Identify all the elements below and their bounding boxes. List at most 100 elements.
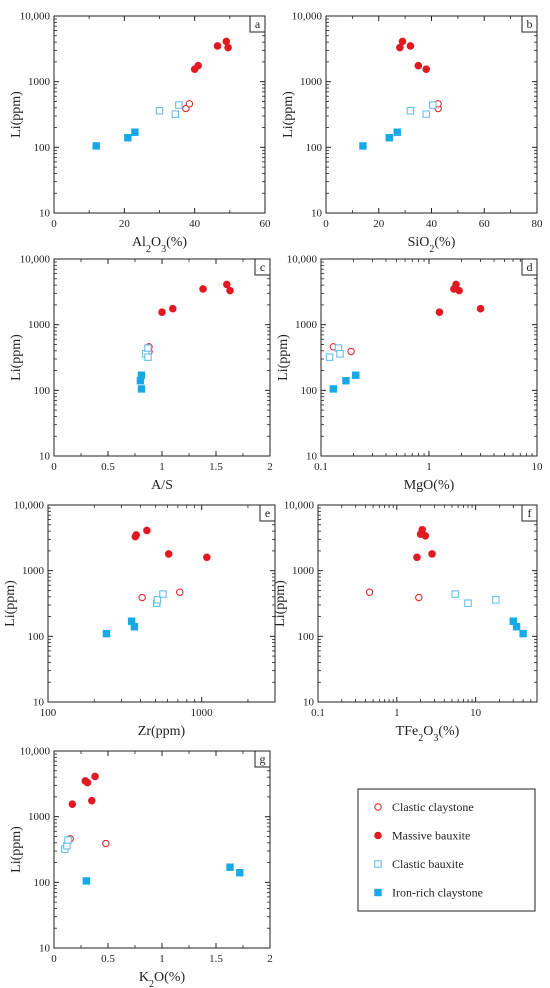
legend-label: Massive bauxite — [392, 829, 470, 843]
panel-label: a — [255, 17, 261, 31]
data-point-massive — [452, 280, 460, 289]
plot-frame — [47, 504, 276, 703]
y-tick-label: 100 — [28, 631, 45, 643]
data-point-clastic-claystone — [176, 588, 184, 596]
x-tick-label: 0 — [51, 461, 57, 473]
y-tick-label: 10 — [303, 697, 315, 709]
y-tick-label: 1000 — [295, 319, 318, 331]
x-tick-label: 10 — [470, 707, 482, 719]
x-tick-label: 2 — [267, 461, 273, 473]
data-point-iron-rich — [393, 128, 401, 136]
y-tick-label: 1000 — [22, 565, 45, 577]
y-tick-label: 10,000 — [20, 746, 51, 758]
x-tick-label: 1 — [426, 461, 432, 473]
x-tick-label: 0.5 — [101, 461, 115, 473]
panel-label: c — [260, 260, 265, 274]
legend-marker-iron-rich — [374, 888, 382, 897]
y-tick-label: 1000 — [28, 76, 51, 88]
x-axis-label: TFe2O3(%) — [396, 724, 460, 744]
x-tick-label: 1.5 — [209, 461, 223, 473]
data-point-iron-rich — [124, 134, 132, 142]
x-tick-label: 0.1 — [314, 461, 328, 473]
x-tick-label: 0 — [51, 953, 57, 965]
legend-box — [357, 788, 536, 912]
data-point-massive — [91, 772, 99, 781]
data-point-clastic-bauxite — [175, 101, 183, 109]
data-point-iron-rich — [352, 371, 360, 379]
data-point-massive — [199, 285, 207, 293]
panel-label-box — [254, 750, 271, 768]
data-point-massive — [132, 531, 141, 539]
panel-label: d — [527, 260, 533, 274]
y-tick-label: 100 — [306, 142, 323, 154]
data-point-massive — [413, 553, 421, 562]
data-point-clastic-bauxite — [159, 590, 167, 598]
y-axis-label: Li(ppm) — [276, 334, 291, 381]
panel-label-box — [259, 504, 276, 522]
data-point-clastic-claystone — [347, 347, 355, 356]
panel-label-box — [521, 15, 538, 33]
data-point-massive — [435, 308, 444, 316]
x-tick-label: 20 — [373, 218, 385, 230]
scatter-panel-f: 10 100 1000 10,000 0.1 1 10 f TFe2O3(%) Li(ppm) — [273, 500, 538, 744]
legend-label: Clastic claystone — [392, 800, 474, 814]
panel-label-box — [249, 15, 266, 33]
scatter-panel-c: 10 100 1000 10,000 0 0.5 1 1.5 2 c A/S Li(ppm) — [9, 254, 273, 494]
data-point-clastic-bauxite — [155, 107, 164, 115]
data-point-clastic-bauxite — [429, 101, 437, 109]
x-tick-label: 20 — [119, 218, 131, 230]
data-point-massive — [414, 61, 423, 70]
data-point-iron-rich — [102, 629, 111, 638]
x-tick-label: 0 — [323, 218, 329, 230]
data-point-iron-rich — [137, 385, 146, 393]
scatter-panel-a: 10 100 1000 10,000 0 20 40 60 a Al2O3(%) Li(ppm) — [9, 11, 271, 255]
x-tick-label: 60 — [260, 218, 272, 230]
data-point-massive — [226, 286, 234, 295]
data-point-clastic-bauxite — [171, 110, 180, 118]
data-point-massive — [158, 308, 166, 316]
x-tick-label: 100 — [40, 707, 57, 719]
data-point-massive — [422, 65, 431, 73]
y-tick-label: 10,000 — [287, 254, 318, 266]
legend-marker-clastic-bauxite — [374, 860, 382, 868]
data-point-clastic-bauxite — [336, 350, 344, 358]
scatter-panel-b: 10 100 1000 10,000 0 20 40 60 80 b SiO2(%) Li(ppm) — [281, 11, 543, 255]
data-point-iron-rich — [359, 142, 367, 150]
y-axis-label: Li(ppm) — [9, 91, 24, 138]
y-tick-label: 100 — [34, 877, 51, 889]
legend-marker-massive — [374, 831, 382, 840]
data-point-massive — [88, 796, 96, 805]
data-point-massive — [164, 550, 173, 558]
y-tick-label: 10 — [33, 697, 45, 709]
data-point-clastic-bauxite — [492, 596, 500, 604]
y-tick-label: 10,000 — [14, 500, 45, 512]
y-axis-label: Li(ppm) — [281, 91, 296, 138]
data-point-massive — [223, 280, 231, 289]
y-axis-label: Li(ppm) — [9, 826, 24, 873]
legend: Clastic claystone Massive bauxite Clastic … — [357, 788, 536, 912]
x-tick-label: 1.5 — [209, 953, 223, 965]
panel-label: f — [528, 506, 532, 520]
data-point-clastic-claystone — [185, 100, 194, 108]
data-point-iron-rich — [226, 863, 234, 871]
data-point-massive — [68, 800, 77, 808]
data-point-clastic-claystone — [102, 839, 110, 848]
data-point-clastic-bauxite — [422, 110, 430, 118]
data-point-massive — [213, 42, 222, 50]
y-tick-label: 10 — [39, 451, 51, 463]
data-point-clastic-bauxite — [451, 590, 459, 598]
y-tick-label: 10 — [306, 451, 318, 463]
panel-label: e — [265, 506, 270, 520]
x-tick-label: 0.5 — [101, 953, 115, 965]
y-tick-label: 100 — [34, 385, 51, 397]
x-tick-label: 1 — [394, 707, 400, 719]
data-point-clastic-claystone — [365, 588, 374, 596]
data-point-clastic-claystone — [415, 593, 423, 602]
y-tick-label: 100 — [34, 142, 51, 154]
data-point-clastic-bauxite — [153, 596, 162, 604]
data-point-clastic-bauxite — [64, 836, 72, 844]
y-tick-label: 1000 — [300, 76, 323, 88]
x-tick-label: 80 — [532, 218, 544, 230]
x-axis-label: A/S — [151, 478, 173, 493]
panel-label-box — [521, 258, 538, 276]
